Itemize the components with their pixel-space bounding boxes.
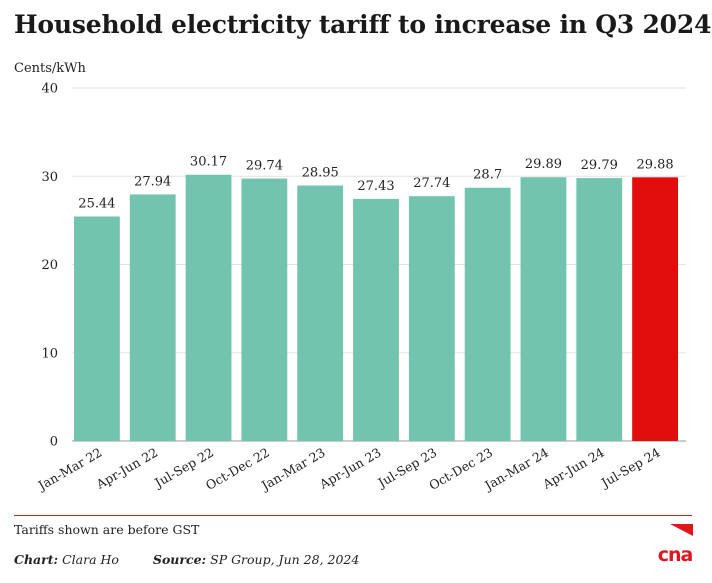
x-tick-label: Apr-Jun 24 [539, 445, 606, 493]
bar-chart: 0 10 20 30 40 25.44 27.94 30.17 29.74 28.95 27.43… [34, 82, 686, 494]
y-tick-label: 30 [41, 170, 58, 185]
bar [74, 216, 120, 441]
bar-value-label: 29.74 [246, 159, 283, 174]
x-tick-label: Apr-Jun 23 [316, 445, 383, 493]
bar [241, 178, 288, 441]
y-tick-label: 20 [41, 258, 58, 273]
bar-value-label: 29.88 [636, 157, 673, 172]
x-tick-label: Jul-Sep 24 [597, 445, 663, 492]
bar [520, 177, 567, 441]
bar-value-label: 30.17 [190, 155, 227, 170]
bar [297, 185, 344, 441]
credits: Chart: Clara Ho Source: SP Group, Jun 28… [14, 552, 359, 567]
bar [464, 187, 511, 441]
footer-divider [14, 515, 692, 516]
bar [576, 178, 623, 441]
cna-logo-icon: cna [658, 524, 693, 566]
bar-value-label: 27.43 [357, 179, 394, 194]
bar-value-label: 27.94 [134, 174, 171, 189]
y-tick-label: 10 [41, 346, 58, 361]
y-tick-label: 0 [50, 435, 58, 450]
bar-value-label: 27.74 [413, 176, 450, 191]
bar [353, 198, 399, 441]
chart-title: Household electricity tariff to increase… [14, 10, 712, 39]
bar-value-label: 28.7 [473, 168, 502, 183]
y-axis-label: Cents/kWh [14, 61, 86, 76]
footnote: Tariffs shown are before GST [14, 522, 200, 537]
chart-credit-author: Clara Ho [62, 552, 119, 567]
bar [632, 177, 678, 441]
bar-value-label: 28.95 [302, 166, 339, 181]
bar-value-label: 25.44 [78, 196, 115, 211]
bar [408, 196, 455, 441]
x-tick-label: Jan-Mar 22 [34, 445, 105, 494]
bar [185, 174, 232, 441]
logo-text: cna [658, 544, 693, 566]
x-tick-label: Apr-Jun 22 [93, 445, 160, 493]
y-tick-label: 40 [41, 82, 58, 97]
bar [129, 194, 176, 441]
source-label: Source: [152, 552, 207, 567]
source-text: SP Group, Jun 28, 2024 [210, 552, 360, 567]
bar-value-label: 29.79 [581, 158, 618, 173]
chart-credit-label: Chart: [14, 552, 59, 567]
bar-value-label: 29.89 [525, 157, 562, 172]
